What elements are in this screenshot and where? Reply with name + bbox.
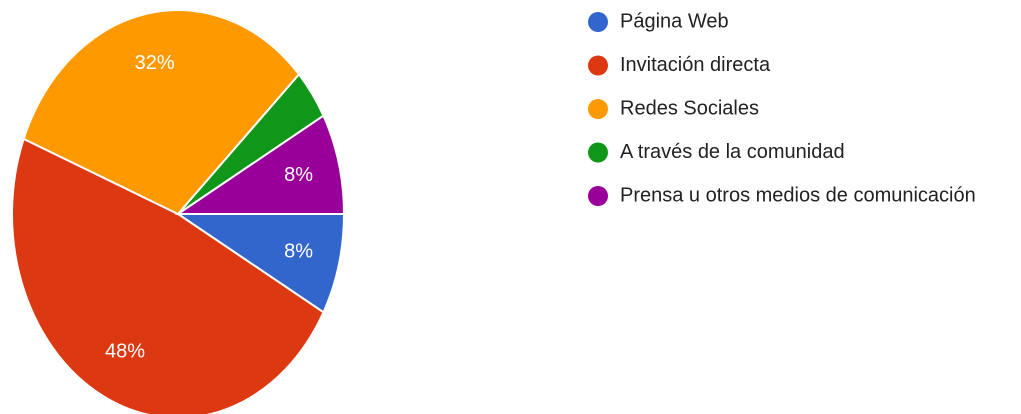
pie-slice [22,9,301,216]
pie-slice [174,213,346,314]
slice-label: 48% [105,341,145,363]
legend-label: Página Web [620,10,729,32]
pie-slice [174,114,346,215]
legend-swatch [588,55,608,76]
slice-label: 8% [284,240,313,262]
legend-label: Invitación directa [620,54,771,76]
legend-swatch [588,99,608,119]
legend-swatch [588,142,608,163]
pie-slice [11,137,325,414]
slice-label: 32% [135,52,175,74]
legend-label: A través de la comunidad [620,141,845,163]
legend-swatch [588,12,608,32]
slice-label: 8% [284,164,313,186]
legend-label: Redes Sociales [620,97,759,119]
legend-swatch [588,186,608,206]
legend-label: Prensa u otros medios de comunicación [620,184,976,206]
